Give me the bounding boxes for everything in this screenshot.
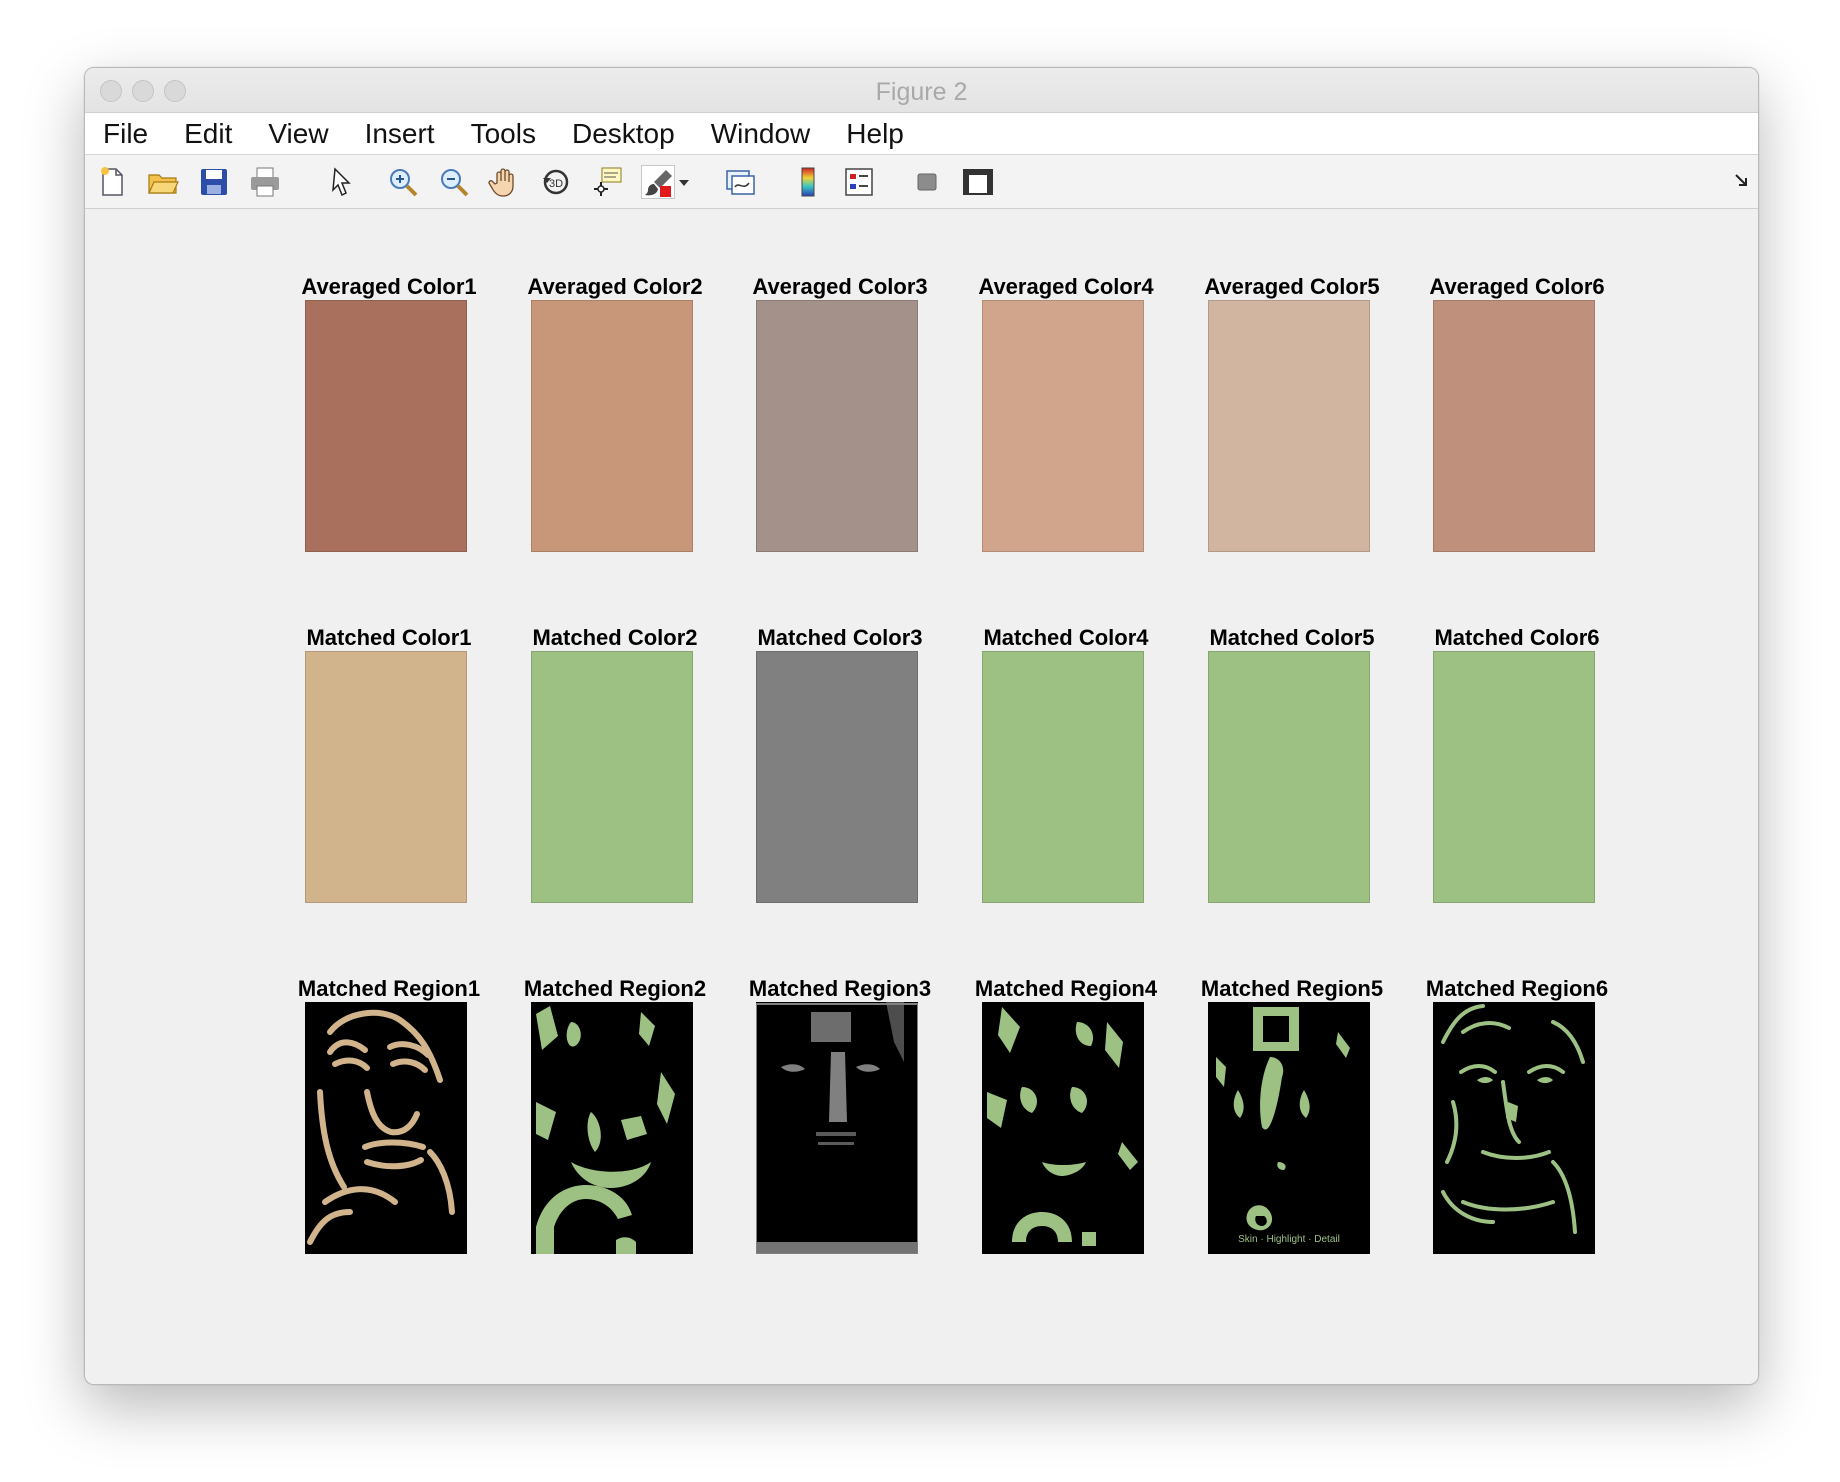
matched-color-swatch-5[interactable] — [1208, 651, 1370, 903]
link-plot-icon[interactable] — [723, 165, 757, 199]
matched-color-title-6: Matched Color6 — [1434, 625, 1600, 650]
averaged-color-title-4: Averaged Color4 — [978, 274, 1154, 299]
data-cursor-icon[interactable] — [590, 165, 624, 199]
colorbar-icon[interactable] — [791, 165, 825, 199]
figure-toolbar: 3D — [85, 155, 1758, 209]
menu-help[interactable]: Help — [846, 117, 904, 149]
matched-region-image-4[interactable] — [982, 1002, 1144, 1254]
matched-color-swatch-1[interactable] — [305, 651, 467, 903]
matched-region-image-2[interactable] — [531, 1002, 693, 1254]
show-plot-tools-icon[interactable] — [961, 165, 995, 199]
menu-bar: File Edit View Insert Tools Desktop Wind… — [85, 113, 1758, 155]
matched-color-swatch-4[interactable] — [982, 651, 1144, 903]
save-icon[interactable] — [197, 165, 231, 199]
matched-region-image-1[interactable] — [305, 1002, 467, 1254]
averaged-color-title-1: Averaged Color1 — [301, 274, 477, 299]
pointer-icon[interactable] — [325, 165, 359, 199]
plot-area: Averaged Color1 Averaged Color2 Averaged… — [85, 209, 1758, 1384]
figure-window: Figure 2 File Edit View Insert Tools Des… — [84, 67, 1759, 1385]
matched-color-title-2: Matched Color2 — [532, 625, 698, 650]
brush-icon[interactable] — [641, 165, 675, 199]
print-icon[interactable] — [248, 165, 282, 199]
averaged-color-title-3: Averaged Color3 — [752, 274, 928, 299]
matched-color-swatch-3[interactable] — [756, 651, 918, 903]
averaged-color-title-5: Averaged Color5 — [1204, 274, 1380, 299]
matched-region-title-1: Matched Region1 — [297, 976, 481, 1001]
menu-desktop[interactable]: Desktop — [571, 117, 675, 149]
matched-region-image-6[interactable] — [1433, 1002, 1595, 1254]
close-window-button[interactable] — [100, 80, 122, 102]
matched-color-title-5: Matched Color5 — [1209, 625, 1375, 650]
zoom-out-icon[interactable] — [437, 165, 471, 199]
averaged-color-swatch-1[interactable] — [305, 300, 467, 552]
averaged-color-swatch-6[interactable] — [1433, 300, 1595, 552]
averaged-color-swatch-4[interactable] — [982, 300, 1144, 552]
new-figure-icon[interactable] — [95, 165, 129, 199]
menu-tools[interactable]: Tools — [470, 117, 536, 149]
averaged-color-swatch-5[interactable] — [1208, 300, 1370, 552]
brush-dropdown-icon[interactable] — [675, 165, 693, 199]
open-file-icon[interactable] — [146, 165, 180, 199]
matched-color-title-1: Matched Color1 — [306, 625, 472, 650]
pan-hand-icon[interactable] — [488, 165, 522, 199]
menu-window[interactable]: Window — [710, 117, 811, 149]
svg-text:3D: 3D — [549, 178, 563, 190]
matched-color-swatch-2[interactable] — [531, 651, 693, 903]
window-title: Figure 2 — [875, 78, 968, 106]
minimize-window-button[interactable] — [132, 80, 154, 102]
matched-region-title-4: Matched Region4 — [974, 976, 1158, 1001]
matched-color-swatch-6[interactable] — [1433, 651, 1595, 903]
zoom-in-icon[interactable] — [386, 165, 420, 199]
matched-region-title-5: Matched Region5 — [1200, 976, 1384, 1001]
matched-region-title-2: Matched Region2 — [523, 976, 707, 1001]
region5-caption: Skin · Highlight · Detail — [1238, 1234, 1340, 1245]
matched-color-title-4: Matched Color4 — [983, 625, 1149, 650]
legend-icon[interactable] — [842, 165, 876, 199]
averaged-color-title-6: Averaged Color6 — [1429, 274, 1605, 299]
matched-color-title-3: Matched Color3 — [757, 625, 923, 650]
menu-insert[interactable]: Insert — [364, 117, 435, 149]
averaged-color-title-2: Averaged Color2 — [527, 274, 703, 299]
matched-region-title-3: Matched Region3 — [748, 976, 932, 1001]
rotate-3d-icon[interactable]: 3D — [539, 165, 573, 199]
dock-icon[interactable] — [1732, 171, 1752, 191]
matched-region-image-3[interactable] — [756, 1002, 918, 1254]
zoom-window-button[interactable] — [164, 80, 186, 102]
menu-file[interactable]: File — [103, 117, 149, 149]
averaged-color-swatch-3[interactable] — [756, 300, 918, 552]
matched-region-title-6: Matched Region6 — [1425, 976, 1609, 1001]
averaged-color-swatch-2[interactable] — [531, 300, 693, 552]
matched-region-image-5[interactable]: Skin · Highlight · Detail — [1208, 1002, 1370, 1254]
menu-view[interactable]: View — [268, 117, 329, 149]
menu-edit[interactable]: Edit — [184, 117, 233, 149]
hide-plot-tools-icon[interactable] — [910, 165, 944, 199]
title-bar: Figure 2 — [85, 68, 1758, 113]
